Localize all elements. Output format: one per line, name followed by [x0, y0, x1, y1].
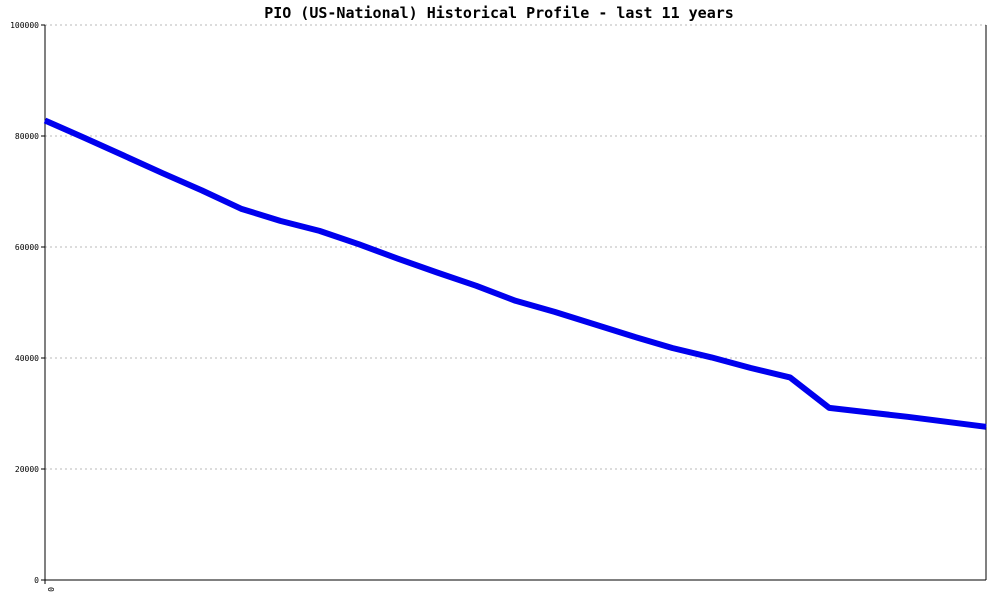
data-point [44, 120, 46, 121]
data-point [867, 411, 869, 413]
x-tick-label: 0 [46, 587, 55, 592]
data-point [985, 426, 987, 428]
data-point [671, 347, 673, 349]
data-point [475, 285, 477, 287]
data-point [240, 208, 242, 210]
x-tick-labels: 0 [44, 580, 55, 592]
data-point [397, 258, 399, 260]
data-point [319, 230, 320, 232]
series-group [43, 117, 987, 430]
data-point [946, 421, 948, 423]
y-tick-label: 0 [34, 576, 39, 585]
data-point [515, 300, 516, 302]
y-tick-label: 40000 [15, 354, 39, 363]
data-point [554, 311, 556, 313]
data-point [122, 154, 124, 156]
grid [45, 24, 986, 470]
data-point [632, 335, 634, 337]
series-line [43, 117, 987, 430]
data-point [83, 137, 85, 139]
y-tick-label: 60000 [15, 243, 39, 252]
y-tick-label: 80000 [15, 132, 39, 141]
data-point [201, 189, 203, 191]
y-tick-label: 100000 [10, 21, 39, 30]
data-point [162, 172, 164, 174]
data-point [789, 376, 791, 378]
y-tick-labels: 0 20000 40000 60000 80000 100000 [10, 21, 45, 585]
data-point [750, 367, 752, 369]
chart-title: PIO (US-National) Historical Profile - l… [264, 4, 734, 22]
data-point [828, 407, 830, 409]
axes [44, 25, 987, 581]
y-tick-label: 20000 [15, 465, 39, 474]
data-point [358, 243, 360, 245]
data-point [593, 323, 595, 325]
data-point [436, 272, 438, 273]
data-point [279, 220, 281, 222]
data-point [711, 356, 712, 358]
data-point [907, 416, 909, 418]
